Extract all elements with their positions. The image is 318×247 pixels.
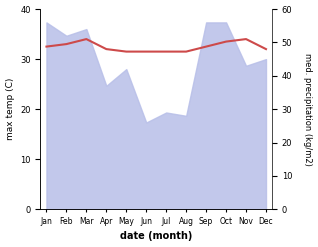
Y-axis label: med. precipitation (kg/m2): med. precipitation (kg/m2) <box>303 53 313 165</box>
X-axis label: date (month): date (month) <box>120 231 192 242</box>
Y-axis label: max temp (C): max temp (C) <box>5 78 15 140</box>
